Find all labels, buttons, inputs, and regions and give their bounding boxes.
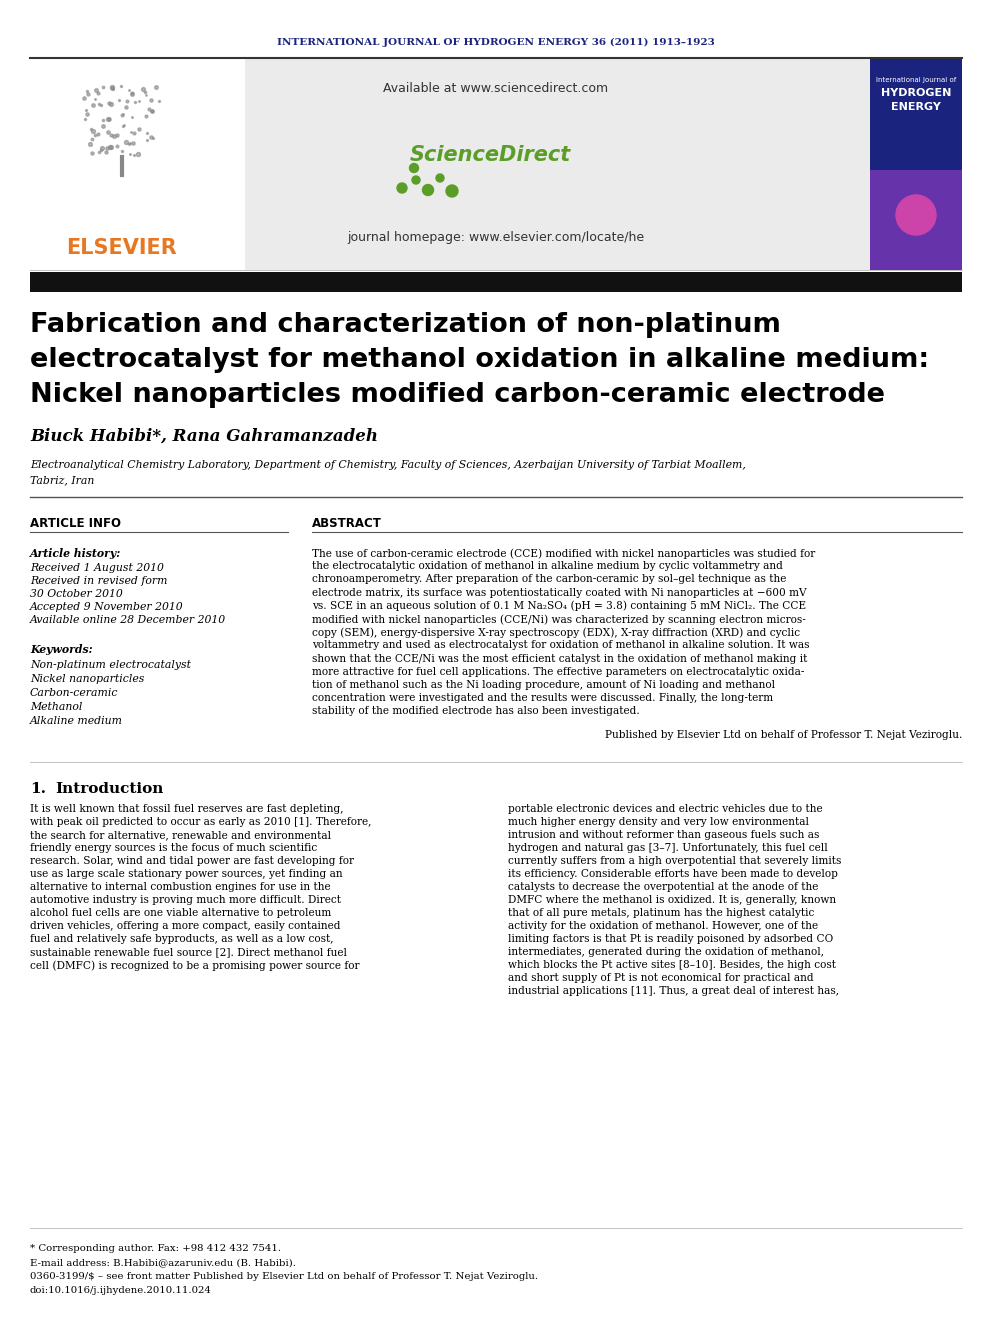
Text: limiting factors is that Pt is readily poisoned by adsorbed CO: limiting factors is that Pt is readily p… [508, 934, 833, 945]
Bar [30, 273, 962, 292]
Text: the electrocatalytic oxidation of methanol in alkaline medium by cyclic voltamme: the electrocatalytic oxidation of methan… [312, 561, 783, 572]
Text: Available online 28 December 2010: Available online 28 December 2010 [30, 615, 226, 624]
Bar [245, 58, 870, 270]
Text: The use of carbon-ceramic electrode (CCE) modified with nickel nanoparticles was: The use of carbon-ceramic electrode (CCE… [312, 548, 815, 558]
Text: Received in revised form: Received in revised form [30, 576, 168, 586]
Text: use as large scale stationary power sources, yet finding an: use as large scale stationary power sour… [30, 869, 342, 878]
Text: catalysts to decrease the overpotential at the anode of the: catalysts to decrease the overpotential … [508, 882, 818, 892]
Text: its efficiency. Considerable efforts have been made to develop: its efficiency. Considerable efforts hav… [508, 869, 838, 878]
Text: sustainable renewable fuel source [2]. Direct methanol fuel: sustainable renewable fuel source [2]. D… [30, 947, 347, 957]
Bar [870, 58, 962, 270]
Text: 0360-3199/$ – see front matter Published by Elsevier Ltd on behalf of Professor : 0360-3199/$ – see front matter Published… [30, 1271, 538, 1281]
Text: intermediates, generated during the oxidation of methanol,: intermediates, generated during the oxid… [508, 947, 824, 957]
Text: portable electronic devices and electric vehicles due to the: portable electronic devices and electric… [508, 804, 822, 814]
Text: ELSEVIER: ELSEVIER [66, 238, 178, 258]
Text: Keywords:: Keywords: [30, 644, 92, 655]
Text: much higher energy density and very low environmental: much higher energy density and very low … [508, 818, 809, 827]
Circle shape [896, 194, 936, 235]
Text: Methanol: Methanol [30, 703, 82, 712]
Text: and short supply of Pt is not economical for practical and: and short supply of Pt is not economical… [508, 972, 813, 983]
Text: Introduction: Introduction [55, 782, 164, 796]
Circle shape [436, 175, 444, 183]
Text: more attractive for fuel cell applications. The effective parameters on electroc: more attractive for fuel cell applicatio… [312, 667, 805, 677]
Text: driven vehicles, offering a more compact, easily contained: driven vehicles, offering a more compact… [30, 921, 340, 931]
Text: Received 1 August 2010: Received 1 August 2010 [30, 564, 164, 573]
Text: research. Solar, wind and tidal power are fast developing for: research. Solar, wind and tidal power ar… [30, 856, 354, 867]
Text: It is well known that fossil fuel reserves are fast depleting,: It is well known that fossil fuel reserv… [30, 804, 343, 814]
Text: INTERNATIONAL JOURNAL OF HYDROGEN ENERGY 36 (2011) 1913–1923: INTERNATIONAL JOURNAL OF HYDROGEN ENERGY… [277, 37, 715, 46]
Text: which blocks the Pt active sites [8–10]. Besides, the high cost: which blocks the Pt active sites [8–10].… [508, 960, 836, 970]
Text: the search for alternative, renewable and environmental: the search for alternative, renewable an… [30, 830, 331, 840]
Text: 1.: 1. [30, 782, 46, 796]
Text: voltammetry and used as electrocatalyst for oxidation of methanol in alkaline so: voltammetry and used as electrocatalyst … [312, 640, 809, 651]
Text: Article history:: Article history: [30, 548, 121, 560]
Text: Nickel nanoparticles: Nickel nanoparticles [30, 673, 145, 684]
Text: E-mail address: B.Habibi@azaruniv.edu (B. Habibi).: E-mail address: B.Habibi@azaruniv.edu (B… [30, 1258, 296, 1267]
Text: friendly energy sources is the focus of much scientific: friendly energy sources is the focus of … [30, 843, 317, 853]
Text: intrusion and without reformer than gaseous fuels such as: intrusion and without reformer than gase… [508, 830, 819, 840]
Text: that of all pure metals, platinum has the highest catalytic: that of all pure metals, platinum has th… [508, 908, 814, 918]
Text: ENERGY: ENERGY [891, 102, 941, 112]
Circle shape [412, 176, 420, 184]
Text: Available at www.sciencedirect.com: Available at www.sciencedirect.com [384, 82, 608, 94]
Text: International Journal of: International Journal of [876, 77, 956, 83]
Text: Non-platinum electrocatalyst: Non-platinum electrocatalyst [30, 660, 191, 669]
Text: Accepted 9 November 2010: Accepted 9 November 2010 [30, 602, 184, 613]
Circle shape [446, 185, 458, 197]
Text: Biuck Habibi*, Rana Gahramanzadeh: Biuck Habibi*, Rana Gahramanzadeh [30, 429, 378, 445]
Text: doi:10.1016/j.ijhydene.2010.11.024: doi:10.1016/j.ijhydene.2010.11.024 [30, 1286, 212, 1295]
Text: Alkaline medium: Alkaline medium [30, 716, 123, 726]
Text: HYDROGEN: HYDROGEN [881, 89, 951, 98]
Text: * Corresponding author. Fax: +98 412 432 7541.: * Corresponding author. Fax: +98 412 432… [30, 1244, 281, 1253]
Bar [870, 169, 962, 270]
Text: industrial applications [11]. Thus, a great deal of interest has,: industrial applications [11]. Thus, a gr… [508, 986, 839, 996]
Text: journal homepage: www.elsevier.com/locate/he: journal homepage: www.elsevier.com/locat… [347, 232, 645, 245]
Text: Nickel nanoparticles modified carbon-ceramic electrode: Nickel nanoparticles modified carbon-cer… [30, 382, 885, 407]
Circle shape [410, 164, 419, 172]
Text: Published by Elsevier Ltd on behalf of Professor T. Nejat Veziroglu.: Published by Elsevier Ltd on behalf of P… [605, 730, 962, 740]
Text: automotive industry is proving much more difficult. Direct: automotive industry is proving much more… [30, 894, 341, 905]
Text: electrode matrix, its surface was potentiostatically coated with Ni nanoparticle: electrode matrix, its surface was potent… [312, 587, 806, 598]
Text: stability of the modified electrode has also been investigated.: stability of the modified electrode has … [312, 706, 640, 716]
Bar [30, 58, 245, 270]
Text: chronoamperometry. After preparation of the carbon-ceramic by sol–gel technique : chronoamperometry. After preparation of … [312, 574, 787, 585]
Text: activity for the oxidation of methanol. However, one of the: activity for the oxidation of methanol. … [508, 921, 818, 931]
Text: tion of methanol such as the Ni loading procedure, amount of Ni loading and meth: tion of methanol such as the Ni loading … [312, 680, 775, 691]
Text: copy (SEM), energy-dispersive X-ray spectroscopy (EDX), X-ray diffraction (XRD) : copy (SEM), energy-dispersive X-ray spec… [312, 627, 801, 638]
Text: shown that the CCE/Ni was the most efficient catalyst in the oxidation of methan: shown that the CCE/Ni was the most effic… [312, 654, 807, 664]
Text: alternative to internal combustion engines for use in the: alternative to internal combustion engin… [30, 882, 330, 892]
Text: Fabrication and characterization of non-platinum: Fabrication and characterization of non-… [30, 312, 781, 337]
Text: hydrogen and natural gas [3–7]. Unfortunately, this fuel cell: hydrogen and natural gas [3–7]. Unfortun… [508, 843, 827, 853]
Text: vs. SCE in an aqueous solution of 0.1 M Na₂SO₄ (pH = 3.8) containing 5 mM NiCl₂.: vs. SCE in an aqueous solution of 0.1 M … [312, 601, 806, 611]
Text: ScienceDirect: ScienceDirect [410, 146, 570, 165]
Circle shape [397, 183, 407, 193]
Text: modified with nickel nanoparticles (CCE/Ni) was characterized by scanning electr: modified with nickel nanoparticles (CCE/… [312, 614, 806, 624]
Text: ABSTRACT: ABSTRACT [312, 517, 382, 531]
Text: DMFC where the methanol is oxidized. It is, generally, known: DMFC where the methanol is oxidized. It … [508, 894, 836, 905]
Text: 30 October 2010: 30 October 2010 [30, 589, 123, 599]
Text: Electroanalytical Chemistry Laboratory, Department of Chemistry, Faculty of Scie: Electroanalytical Chemistry Laboratory, … [30, 460, 746, 470]
Text: Carbon-ceramic: Carbon-ceramic [30, 688, 118, 699]
Text: fuel and relatively safe byproducts, as well as a low cost,: fuel and relatively safe byproducts, as … [30, 934, 333, 945]
Text: electrocatalyst for methanol oxidation in alkaline medium:: electrocatalyst for methanol oxidation i… [30, 347, 930, 373]
Text: alcohol fuel cells are one viable alternative to petroleum: alcohol fuel cells are one viable altern… [30, 908, 331, 918]
Text: concentration were investigated and the results were discussed. Finally, the lon: concentration were investigated and the … [312, 693, 773, 704]
Circle shape [423, 184, 434, 196]
Text: with peak oil predicted to occur as early as 2010 [1]. Therefore,: with peak oil predicted to occur as earl… [30, 818, 371, 827]
Text: ARTICLE INFO: ARTICLE INFO [30, 517, 121, 531]
Text: cell (DMFC) is recognized to be a promising power source for: cell (DMFC) is recognized to be a promis… [30, 960, 359, 971]
Text: currently suffers from a high overpotential that severely limits: currently suffers from a high overpotent… [508, 856, 841, 867]
Text: Tabriz, Iran: Tabriz, Iran [30, 475, 94, 486]
